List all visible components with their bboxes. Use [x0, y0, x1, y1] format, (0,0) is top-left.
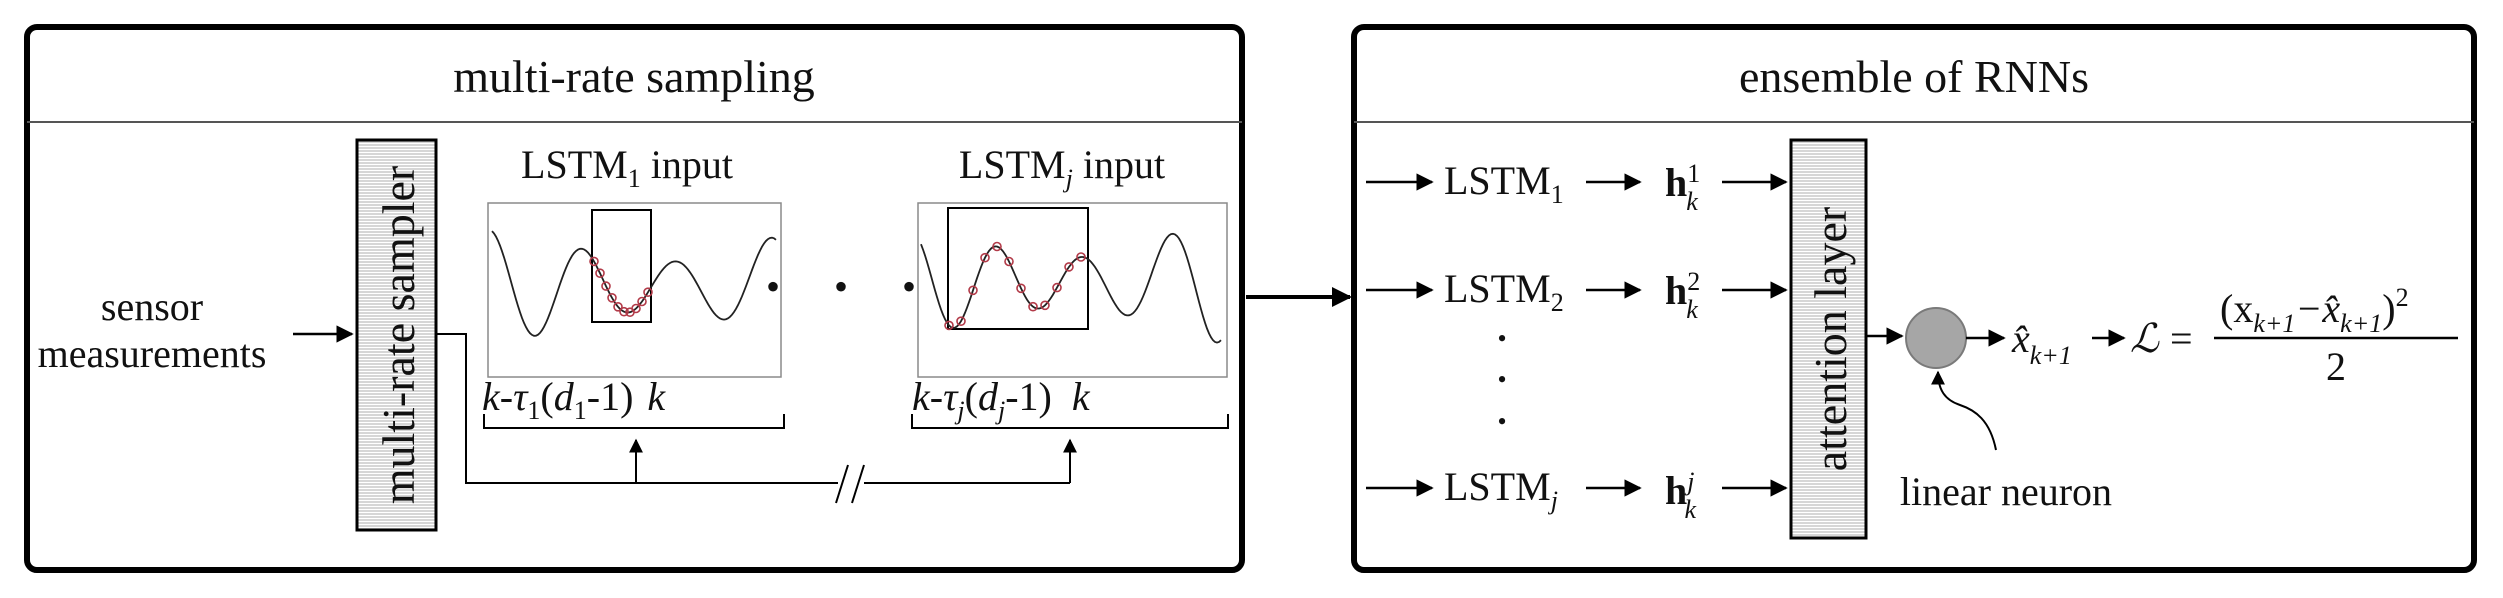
lstm-j-label: LSTMj: [1444, 464, 1558, 515]
right-panel-title: ensemble of RNNs: [1739, 51, 2089, 102]
loss-equals: =: [2170, 316, 2193, 361]
svg-text:•: •: [1497, 407, 1506, 436]
lstm-2-label: LSTM2: [1444, 266, 1564, 317]
linear-neuron-node: [1905, 307, 1967, 369]
left-panel-title: multi-rate sampling: [453, 51, 815, 102]
hidden-state-1: h1 k: [1665, 159, 1700, 216]
windowj-label: LSTMj input: [959, 142, 1165, 193]
loss-numerator: (xk+1−x̂k+1)2: [2220, 283, 2409, 338]
window1-bracket: [483, 414, 785, 429]
right-panel-frame: [1351, 24, 2477, 573]
output-prediction: x̂k+1: [2011, 316, 2072, 370]
neuron-pointer: [1931, 370, 1997, 451]
lstm-1-label: LSTM1: [1444, 158, 1564, 209]
loss-symbol: ℒ: [2130, 316, 2160, 361]
window-ellipsis: • • •: [766, 264, 938, 309]
break-mark-2: [851, 464, 865, 504]
left-panel: multi-rate sampling sensor measurements …: [24, 24, 1245, 573]
window1-range: k-τ1(d1-1) k: [482, 374, 666, 425]
windowj-bracket: [911, 414, 1229, 429]
windowj-range: k-τj(dj-1) k: [912, 374, 1091, 425]
svg-text:•: •: [1497, 365, 1506, 394]
lstm-row-1: LSTM1 h1 k: [1366, 158, 1788, 216]
window1-plot: [487, 202, 782, 378]
windowj-plot: [917, 202, 1228, 378]
lstm-vdots: • • •: [1497, 324, 1506, 436]
linear-neuron-label: linear neuron: [1900, 469, 2112, 514]
sampler-box: [355, 138, 438, 532]
input-label-line2: measurements: [38, 331, 267, 376]
attention-layer-label: attention layer: [1805, 207, 1856, 471]
loss-denominator: 2: [2326, 344, 2346, 389]
attention-layer-box: [1789, 138, 1868, 540]
right-panel: ensemble of RNNs LSTM1 h1 k LSTM2 h2 k • •…: [1351, 24, 2477, 573]
window1-label: LSTM1 input: [521, 142, 733, 193]
hidden-state-2: h2 k: [1665, 267, 1700, 324]
lstm-row-2: LSTM2 h2 k: [1366, 266, 1788, 324]
input-label-line1: sensor: [101, 284, 203, 329]
lstm-row-j: LSTMj hj k: [1366, 464, 1788, 524]
break-mark-1: [835, 464, 849, 504]
sampler-label: multi-rate sampler: [373, 166, 424, 505]
svg-text:•: •: [1497, 324, 1506, 353]
sampler-routing-line: [436, 333, 1070, 484]
hidden-state-j: hj k: [1665, 467, 1696, 524]
